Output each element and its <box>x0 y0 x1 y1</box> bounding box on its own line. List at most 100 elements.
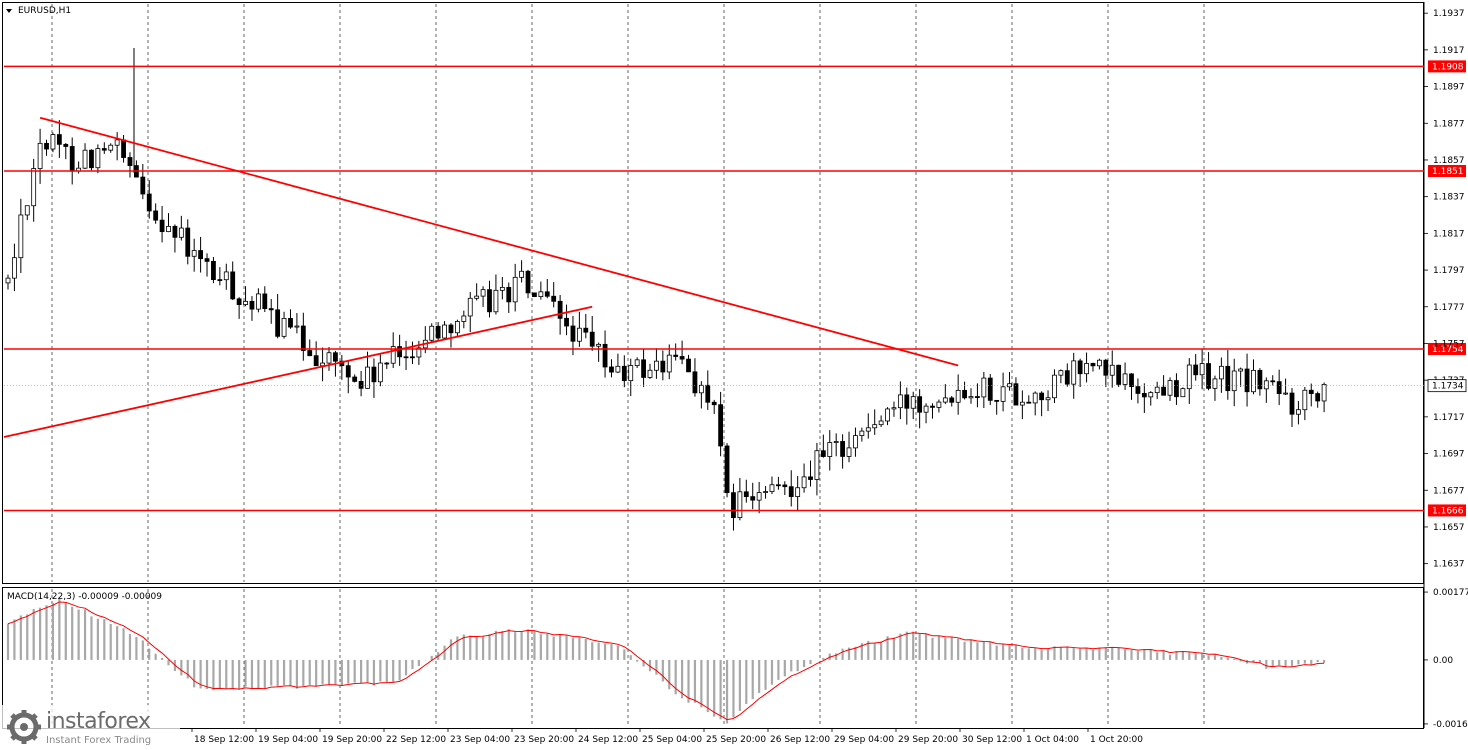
candle-body <box>1097 359 1102 367</box>
candle-body <box>1263 380 1269 390</box>
candle-body <box>1161 386 1166 396</box>
instaforex-logo: instaforex Instant Forex Trading <box>2 705 180 750</box>
candle-body <box>31 168 37 207</box>
candle-body <box>153 210 159 221</box>
candle-body <box>18 214 24 259</box>
candle-body <box>814 450 820 480</box>
candle-body <box>352 376 358 382</box>
candle-body <box>910 396 916 409</box>
candle-body <box>589 331 595 347</box>
macd-panel-frame <box>2 587 1424 729</box>
time-tick-label: 29 Sep 20:00 <box>898 735 958 745</box>
candle-body <box>776 484 781 487</box>
candle-body <box>743 491 749 498</box>
level-price-label: 1.1908 <box>1432 62 1464 72</box>
level-price-badge <box>1428 164 1466 177</box>
candle-body <box>917 396 923 413</box>
candle-body <box>1058 370 1064 376</box>
candle-body <box>487 289 492 313</box>
candle-body <box>576 327 582 342</box>
candle-body <box>1032 392 1038 404</box>
candle-body <box>37 142 43 169</box>
candle-body <box>827 442 833 457</box>
candle-body <box>474 295 480 299</box>
candle-body <box>519 270 524 278</box>
candle-body <box>1308 389 1314 394</box>
candle-body <box>121 139 126 158</box>
candle-body <box>532 292 537 298</box>
candle-body <box>904 394 910 409</box>
candle-body <box>1129 373 1134 388</box>
candle-body <box>1225 365 1231 392</box>
candle-body <box>178 227 184 238</box>
candle-body <box>1090 363 1096 367</box>
candle-body <box>294 325 300 328</box>
candle-body <box>89 149 94 169</box>
price-tick-label: 1.1657 <box>1433 523 1465 533</box>
candle-body <box>275 309 281 337</box>
current-price-label: 1.1734 <box>1432 382 1464 392</box>
candle-body <box>499 286 505 291</box>
candle-body <box>583 327 589 333</box>
candle-body <box>442 324 447 339</box>
candle-body <box>230 271 236 300</box>
candle-body <box>1231 370 1237 392</box>
candle-body <box>666 354 672 373</box>
time-tick-label: 18 Sep 12:00 <box>194 735 254 745</box>
main-chart-frame <box>2 2 1424 584</box>
candle-body <box>1154 386 1160 394</box>
candle-body <box>44 142 49 150</box>
macd-tick-label: 0.00 <box>1433 656 1453 666</box>
candle-body <box>63 143 69 147</box>
candle-body <box>243 300 248 305</box>
candle-body <box>930 405 935 408</box>
candle-body <box>1135 386 1141 394</box>
candle-body <box>146 193 152 212</box>
candle-body <box>1199 363 1205 376</box>
candle-body <box>467 297 473 317</box>
candle-body <box>1302 389 1308 411</box>
chart-title: EURUSD,H1 <box>18 6 71 16</box>
candle-body <box>371 366 377 383</box>
candle-body <box>750 496 756 501</box>
candle-body <box>987 377 993 401</box>
macd-tick-label: 0.00177 <box>1433 588 1468 598</box>
candle-body <box>615 365 621 373</box>
candle-body <box>782 484 788 488</box>
candle-body <box>512 276 518 303</box>
candle-body <box>365 366 370 389</box>
candle-body <box>885 408 890 422</box>
time-tick-label: 25 Sep 04:00 <box>642 735 702 745</box>
candle-body <box>621 365 627 382</box>
price-tick-label: 1.1797 <box>1433 266 1465 276</box>
candle-body <box>300 325 306 351</box>
candle-body <box>795 487 801 497</box>
price-tick-label: 1.1717 <box>1433 413 1465 423</box>
candle-body <box>1148 392 1154 398</box>
candle-body <box>1238 368 1244 372</box>
candle-body <box>1084 363 1089 375</box>
candle-body <box>384 362 390 365</box>
candle-body <box>288 317 293 328</box>
candle-body <box>557 300 563 319</box>
candle-body <box>236 298 242 305</box>
price-axis: 1.1937 1.1917 1.1897 1.1877 1.1857 1.1837 1.18… <box>1424 9 1468 730</box>
trend-line-descending-resistance <box>39 116 959 367</box>
time-tick-label: 30 Sep 12:00 <box>962 735 1022 745</box>
candle-body <box>525 270 531 294</box>
price-tick-label: 1.1697 <box>1433 450 1465 460</box>
candle-body <box>551 295 557 302</box>
candle-body <box>1244 368 1250 393</box>
candle-body <box>975 396 980 398</box>
candle-body <box>1321 383 1327 402</box>
candle-body <box>416 347 422 358</box>
candle-body <box>609 366 614 373</box>
candle-body <box>345 365 351 378</box>
macd-title: MACD(14,22,3) -0.00009 -0.00009 <box>7 592 162 602</box>
candle-body <box>435 325 441 339</box>
time-tick-label: 29 Sep 04:00 <box>834 735 894 745</box>
symbol-menu-triangle-icon[interactable] <box>6 9 12 13</box>
brand-tagline: Instant Forex Trading <box>46 735 152 746</box>
candle-body <box>981 377 987 398</box>
